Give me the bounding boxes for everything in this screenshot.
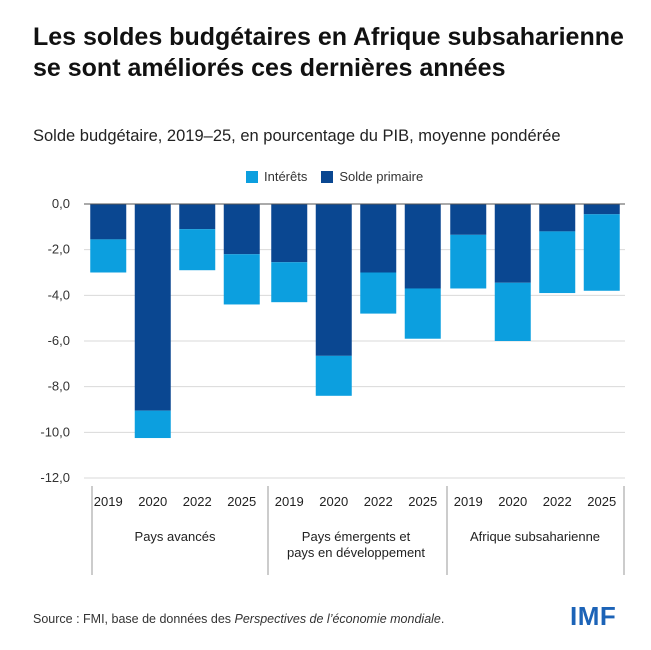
bar-interets xyxy=(271,262,308,303)
group-label: pays en développement xyxy=(287,545,425,560)
legend: Intérêts Solde primaire xyxy=(246,169,437,184)
x-tick-label: 2019 xyxy=(275,494,304,509)
bar-solde-primaire xyxy=(223,204,260,255)
group-label: Pays émergents et xyxy=(302,529,411,544)
bar-solde-primaire xyxy=(179,204,216,230)
source-suffix: . xyxy=(440,612,445,626)
chart-subtitle: Solde budgétaire, 2019–25, en pourcentag… xyxy=(33,127,561,145)
bar-interets xyxy=(404,288,441,339)
bar-solde-primaire xyxy=(271,204,308,263)
x-tick-label: 2025 xyxy=(408,494,437,509)
y-tick-label: -8,0 xyxy=(48,379,70,394)
x-tick-label: 2019 xyxy=(454,494,483,509)
legend-item-interets: Intérêts xyxy=(246,169,307,184)
y-tick-label: -10,0 xyxy=(40,424,70,439)
y-tick-label: -6,0 xyxy=(48,333,70,348)
bar-interets xyxy=(179,229,216,271)
bar-interets xyxy=(223,254,260,305)
group-label: Afrique subsaharienne xyxy=(470,529,600,544)
bar-solde-primaire xyxy=(360,204,397,273)
bar-interets xyxy=(494,282,531,341)
bar-solde-primaire xyxy=(494,204,531,283)
source-note: Source : FMI, base de données des Perspe… xyxy=(33,612,444,626)
legend-swatch-interets xyxy=(246,170,258,183)
y-tick-label: -2,0 xyxy=(48,242,70,257)
x-tick-label: 2020 xyxy=(498,494,527,509)
bar-chart: 0,0 -2,0 -4,0 -6,0 -8,0 -10,0 -12,0 2019 2020 202… xyxy=(40,196,625,575)
bar-interets xyxy=(90,239,127,273)
bar-solde-primaire xyxy=(315,204,352,356)
group-label: Pays avancés xyxy=(135,529,216,544)
bar-solde-primaire xyxy=(450,204,487,235)
x-tick-label: 2020 xyxy=(319,494,348,509)
bar-interets xyxy=(360,272,397,314)
y-tick-label: 0,0 xyxy=(52,196,70,211)
x-tick-label: 2022 xyxy=(543,494,572,509)
bar-interets xyxy=(134,410,171,439)
bar-interets xyxy=(583,214,620,291)
y-tick-label: -12,0 xyxy=(40,470,70,485)
x-tick-label: 2020 xyxy=(138,494,167,509)
x-tick-label: 2025 xyxy=(227,494,256,509)
bar-interets xyxy=(539,231,576,294)
source-prefix: Source : FMI, base de données des xyxy=(33,612,235,626)
x-tick-label: 2019 xyxy=(94,494,123,509)
bar-interets xyxy=(450,234,487,289)
legend-label-interets: Intérêts xyxy=(264,169,308,184)
bar-interets xyxy=(315,355,352,396)
x-tick-label: 2022 xyxy=(364,494,393,509)
chart-title: Les soldes budgétaires en Afrique subsah… xyxy=(33,23,624,82)
bar-solde-primaire xyxy=(539,204,576,232)
bar-solde-primaire xyxy=(90,204,127,240)
x-tick-label: 2025 xyxy=(587,494,616,509)
x-tick-label: 2022 xyxy=(183,494,212,509)
legend-swatch-solde-primaire xyxy=(321,170,334,183)
imf-logo: IMF xyxy=(570,601,617,631)
legend-item-solde-primaire: Solde primaire xyxy=(321,169,423,184)
bar-solde-primaire xyxy=(134,204,171,411)
source-title: Perspectives de l’économie mondiale xyxy=(234,612,441,626)
bar-solde-primaire xyxy=(583,204,620,215)
legend-label-solde-primaire: Solde primaire xyxy=(339,169,424,184)
bar-solde-primaire xyxy=(404,204,441,289)
y-tick-label: -4,0 xyxy=(48,287,70,302)
